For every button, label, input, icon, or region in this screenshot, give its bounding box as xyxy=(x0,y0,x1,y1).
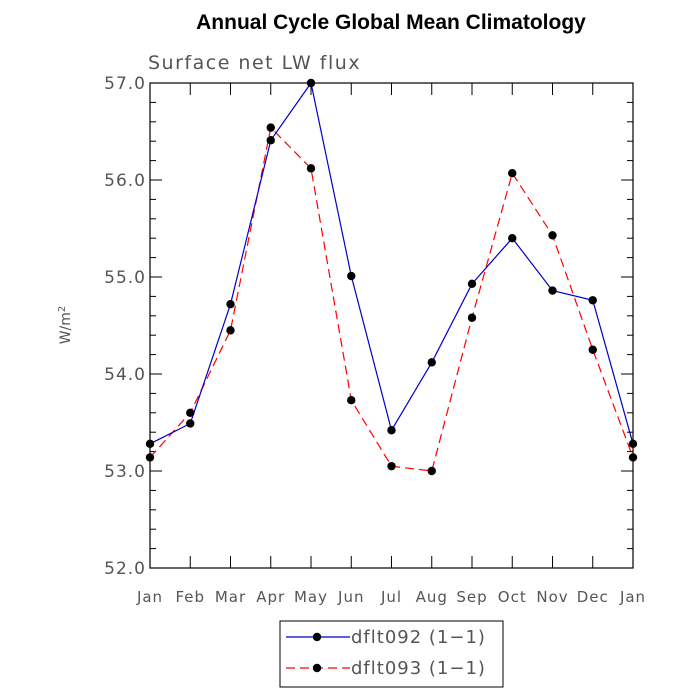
series-line-2 xyxy=(149,126,634,472)
x-tick-label: Apr xyxy=(256,588,285,606)
chart-subtitle: Surface net LW flux xyxy=(148,52,361,74)
y-tick-label: 57.0 xyxy=(104,74,146,94)
x-tick-label: Jan xyxy=(136,588,163,606)
series-1-point xyxy=(467,279,477,288)
y-tick-label: 53.0 xyxy=(104,462,146,482)
legend-box xyxy=(279,620,504,688)
series-2-point xyxy=(467,313,477,322)
series-2-point xyxy=(588,345,597,354)
series-1-point xyxy=(145,439,155,449)
series-line-1 xyxy=(149,81,634,445)
series-1-point xyxy=(588,296,597,305)
x-tick-label: Dec xyxy=(577,588,609,606)
series-2-point xyxy=(548,231,557,240)
x-tick-label: Jul xyxy=(380,588,402,606)
y-tick-label: 54.0 xyxy=(104,365,146,385)
x-tick-label: Jun xyxy=(337,588,364,606)
series-1-point xyxy=(306,78,316,88)
series-2-point xyxy=(266,123,275,132)
x-tick-label: Aug xyxy=(416,588,448,606)
legend-marker-2 xyxy=(312,663,322,673)
series-1-point xyxy=(628,439,638,449)
series-2-point xyxy=(186,408,195,417)
series-2-point xyxy=(347,395,356,405)
x-tick-label: Oct xyxy=(498,588,527,606)
series-1-point xyxy=(427,358,436,367)
x-tick-label: Feb xyxy=(175,588,205,606)
legend: dflt092 (1−1) dflt093 (1−1) xyxy=(279,620,504,688)
x-tick-label: Nov xyxy=(536,588,568,606)
series-2-point xyxy=(226,326,235,335)
series-2-point xyxy=(306,164,316,173)
series-1-point xyxy=(186,419,195,428)
series-1-point xyxy=(548,286,557,295)
series-2-point xyxy=(145,453,155,462)
plot-area: 52.0 53.0 54.0 55.0 56.0 57.0 Jan Feb Mar Apr May J… xyxy=(104,74,646,606)
x-tick-label: Mar xyxy=(215,588,246,606)
plot-frame xyxy=(149,82,634,569)
series-2-point xyxy=(427,466,436,476)
y-axis-label: W/m2 xyxy=(57,306,74,345)
series-2-point xyxy=(387,461,396,471)
y-tick-label: 56.0 xyxy=(104,171,146,191)
legend-label-2: dflt093 (1−1) xyxy=(351,658,486,679)
series-1-point xyxy=(226,299,235,309)
y-axis-label-unit: W/m xyxy=(58,312,74,344)
chart-title: Annual Cycle Global Mean Climatology xyxy=(196,11,586,34)
y-tick-label: 52.0 xyxy=(104,559,146,579)
series-2-point xyxy=(508,169,517,178)
legend-marker-1 xyxy=(312,632,322,642)
series-1-point xyxy=(266,136,275,145)
x-tick-label: May xyxy=(294,588,328,606)
x-tick-label: Sep xyxy=(456,588,487,606)
legend-label-1: dflt092 (1−1) xyxy=(351,627,486,648)
series-2-point xyxy=(628,453,638,462)
series-1-point xyxy=(508,234,517,243)
series-1-point xyxy=(387,426,396,435)
x-tick-label: Jan xyxy=(619,588,646,606)
y-tick-label: 55.0 xyxy=(104,268,146,288)
y-axis-label-exponent: 2 xyxy=(57,306,68,312)
series-1-point xyxy=(347,271,356,281)
